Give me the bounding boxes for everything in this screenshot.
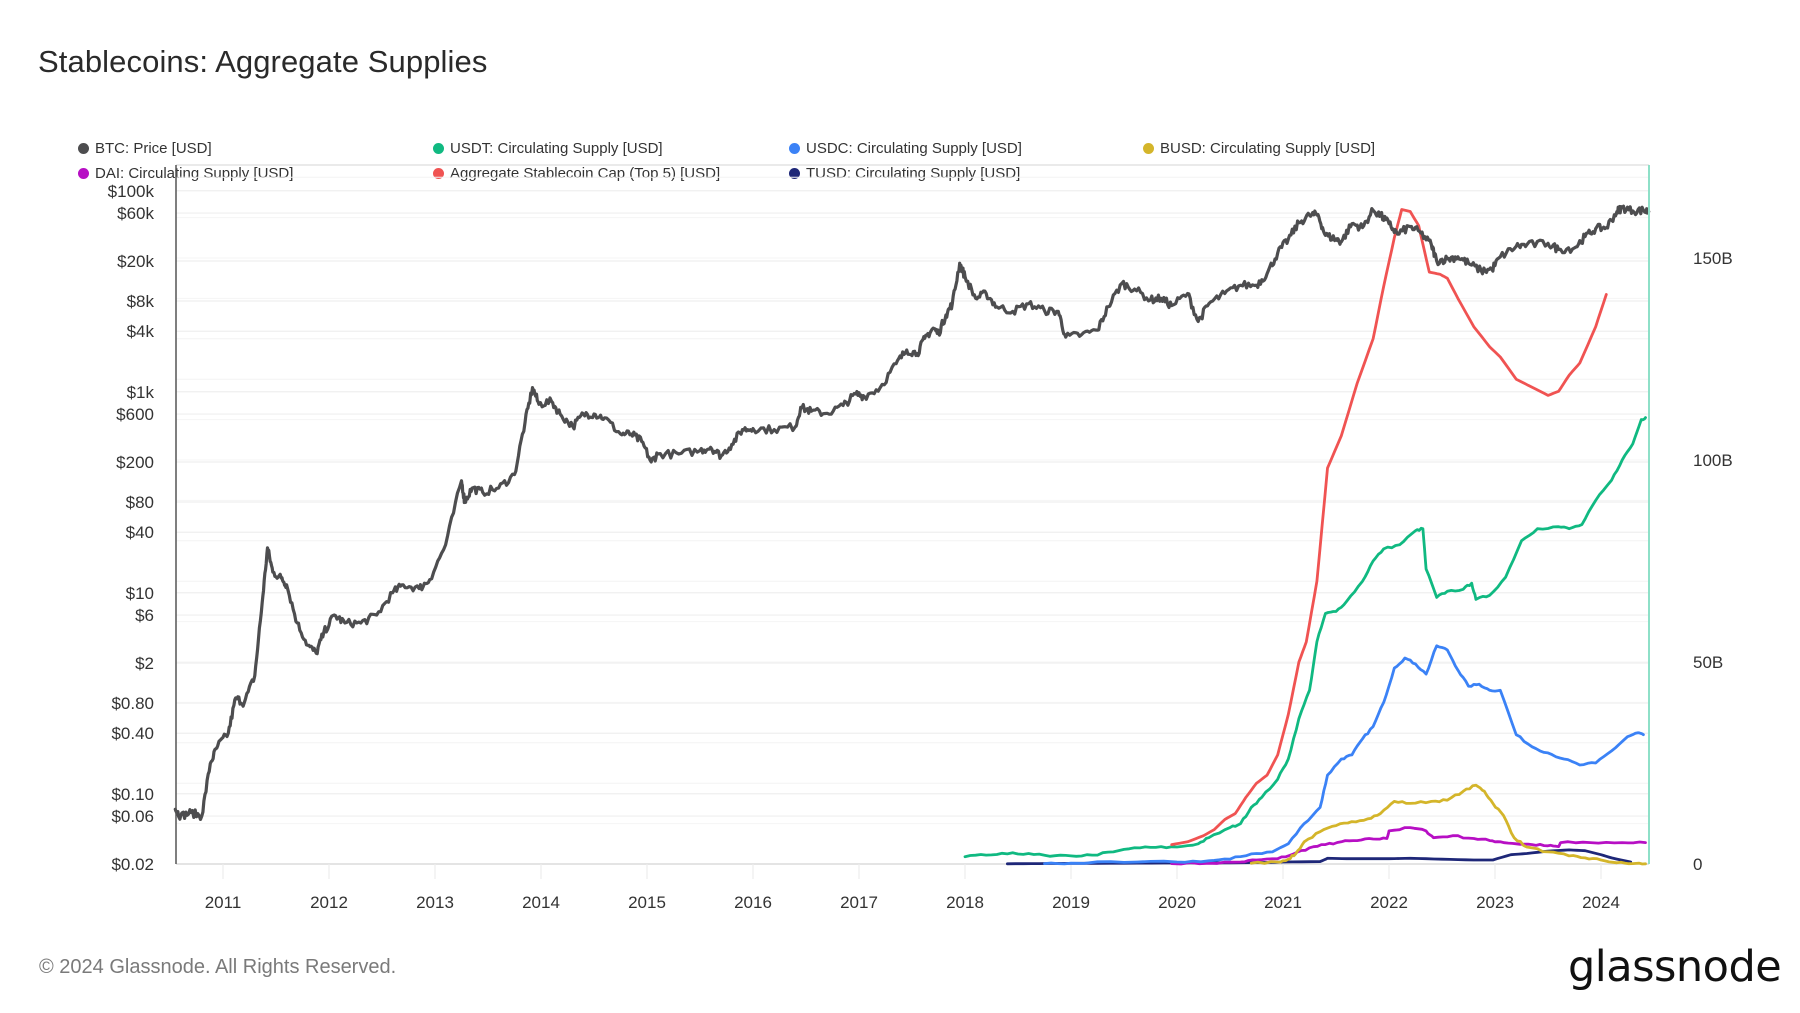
x-tick-label: 2017 <box>840 893 878 912</box>
series-line-aggregate <box>1170 208 1608 846</box>
x-tick-label: 2024 <box>1582 893 1620 912</box>
x-tick-label: 2018 <box>946 893 984 912</box>
series-line-btc <box>173 204 1651 821</box>
y-left-tick-label: $20k <box>117 252 154 271</box>
legend-dot-icon <box>1143 143 1154 154</box>
legend-label: DAI: Circulating Supply [USD] <box>95 165 294 182</box>
x-tick-label: 2023 <box>1476 893 1514 912</box>
legend-label: USDC: Circulating Supply [USD] <box>806 140 1022 157</box>
glassnode-logo: glassnode <box>1568 942 1782 992</box>
x-tick-label: 2020 <box>1158 893 1196 912</box>
series-line-usdt <box>963 416 1647 859</box>
y-left-tick-label: $10 <box>126 584 154 603</box>
y-left-tick-label: $0.80 <box>111 694 154 713</box>
series-lines <box>173 204 1651 866</box>
x-tick-label: 2012 <box>310 893 348 912</box>
x-tick-label: 2013 <box>416 893 454 912</box>
legend-label: BTC: Price [USD] <box>95 140 212 157</box>
y-left-tick-label: $0.06 <box>111 807 154 826</box>
legend-label: TUSD: Circulating Supply [USD] <box>806 165 1021 182</box>
y-axis-right: 0 50B 100B 150B <box>1693 249 1733 874</box>
y-right-tick-label: 0 <box>1693 855 1702 874</box>
y-left-tick-label: $4k <box>127 322 155 341</box>
legend-item-usdt[interactable]: USDT: Circulating Supply [USD] <box>433 140 663 157</box>
y-left-tick-label: $100k <box>108 182 155 201</box>
legend-dot-icon <box>789 168 800 179</box>
legend-dot-icon <box>78 168 89 179</box>
x-tick-label: 2022 <box>1370 893 1408 912</box>
legend-label: Aggregate Stablecoin Cap (Top 5) [USD] <box>450 165 721 182</box>
x-tick-label: 2021 <box>1264 893 1302 912</box>
legend-item-aggregate[interactable]: Aggregate Stablecoin Cap (Top 5) [USD] <box>433 165 720 182</box>
chart-title: Stablecoins: Aggregate Supplies <box>38 44 488 79</box>
legend-dot-icon <box>789 143 800 154</box>
x-tick-label: 2011 <box>205 893 242 912</box>
legend-item-usdc[interactable]: USDC: Circulating Supply [USD] <box>789 140 1022 157</box>
x-axis: 2011 2012 2013 2014 2015 2016 2017 2018 2019 2020… <box>205 864 1620 912</box>
y-left-tick-label: $600 <box>116 405 154 424</box>
series-line-tusd <box>1006 848 1633 866</box>
y-left-tick-label: $2 <box>135 654 154 673</box>
y-left-tick-label: $200 <box>116 453 154 472</box>
y-right-tick-label: 100B <box>1693 451 1733 470</box>
chart-legend: BTC: Price [USD] USDT: Circulating Supply… <box>78 140 1578 190</box>
legend-label: BUSD: Circulating Supply [USD] <box>1160 140 1376 157</box>
series-line-dai <box>1170 826 1647 866</box>
y-left-tick-label: $6 <box>135 606 154 625</box>
y-left-tick-label: $80 <box>126 493 154 512</box>
legend-item-btc[interactable]: BTC: Price [USD] <box>78 140 212 157</box>
series-line-busd <box>1249 783 1647 866</box>
y-left-tick-label: $8k <box>127 292 155 311</box>
legend-dot-icon <box>78 143 89 154</box>
legend-item-dai[interactable]: DAI: Circulating Supply [USD] <box>78 165 293 182</box>
y-left-tick-label: $1k <box>127 383 155 402</box>
y-right-tick-label: 50B <box>1693 653 1723 672</box>
y-left-tick-label: $0.02 <box>111 855 154 874</box>
x-tick-label: 2015 <box>628 893 666 912</box>
x-tick-label: 2019 <box>1052 893 1090 912</box>
legend-item-tusd[interactable]: TUSD: Circulating Supply [USD] <box>789 165 1020 182</box>
legend-dot-icon <box>433 143 444 154</box>
legend-label: USDT: Circulating Supply [USD] <box>450 140 663 157</box>
y-left-tick-label: $60k <box>117 204 154 223</box>
y-right-tick-label: 150B <box>1693 249 1733 268</box>
y-left-tick-label: $0.10 <box>111 785 154 804</box>
x-tick-label: 2016 <box>734 893 772 912</box>
series-line-usdc <box>1043 644 1645 866</box>
legend-item-busd[interactable]: BUSD: Circulating Supply [USD] <box>1143 140 1375 157</box>
legend-dot-icon <box>433 168 444 179</box>
copyright-notice: © 2024 Glassnode. All Rights Reserved. <box>39 956 397 978</box>
grid-lines <box>176 164 1649 865</box>
y-left-tick-label: $0.40 <box>111 724 154 743</box>
x-tick-label: 2014 <box>522 893 560 912</box>
y-axis-left: $100k $60k $20k $8k $4k $1k $600 $200 $80 $40 $10 $… <box>108 182 155 874</box>
y-left-tick-label: $40 <box>126 523 154 542</box>
